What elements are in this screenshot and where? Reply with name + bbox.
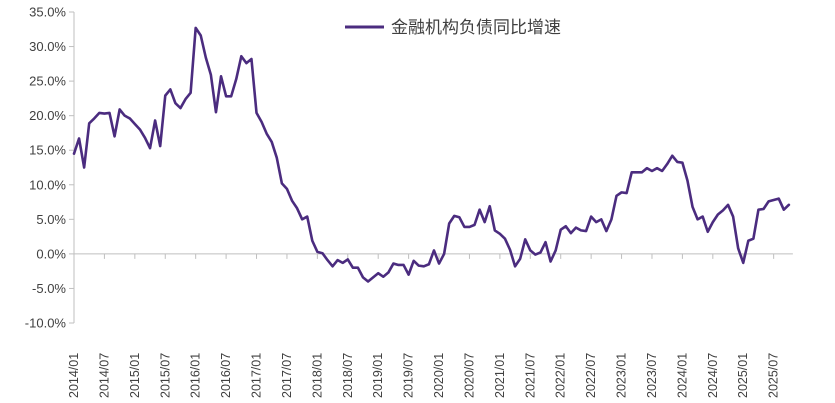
x-tick-label: 2019/01 (371, 353, 385, 398)
x-tick-label: 2017/01 (250, 353, 264, 398)
y-tick-label: -5.0% (32, 281, 66, 296)
x-tick-label: 2018/07 (341, 353, 355, 398)
x-tick-label: 2016/07 (219, 353, 233, 398)
x-tick-label: 2022/01 (554, 353, 568, 398)
x-tick-label: 2015/01 (128, 353, 142, 398)
y-tick-label: 15.0% (29, 143, 66, 158)
series-line (72, 26, 791, 283)
x-tick-label: 2021/01 (493, 353, 507, 398)
x-tick-label: 2022/07 (584, 353, 598, 398)
x-tick-label: 2015/07 (158, 353, 172, 398)
y-tick-label: 20.0% (29, 108, 66, 123)
x-tick-label: 2024/01 (675, 353, 689, 398)
x-tick-label: 2023/01 (615, 353, 629, 398)
series-layer (72, 26, 791, 283)
x-tick-label: 2016/01 (189, 353, 203, 398)
y-tick-label: 10.0% (29, 177, 66, 192)
y-tick-label: -10.0% (25, 316, 67, 331)
x-tick-label: 2023/07 (645, 353, 659, 398)
x-tick-label: 2020/01 (432, 353, 446, 398)
x-tick-label: 2025/01 (736, 353, 750, 398)
y-tick-label: 30.0% (29, 39, 66, 54)
legend: 金融机构负债同比增速 (345, 18, 561, 37)
x-tick-label: 2024/07 (706, 353, 720, 398)
x-tick-label: 2025/07 (767, 353, 781, 398)
x-tick-label: 2019/07 (402, 353, 416, 398)
x-axis: 2014/01 2014/07 2015/01 2015/07 2016/01 2016/… (67, 253, 793, 398)
y-tick-label: 0.0% (36, 246, 66, 261)
x-tick-label: 2021/07 (523, 353, 537, 398)
legend-label: 金融机构负债同比增速 (391, 18, 561, 37)
y-tick-label: 5.0% (36, 212, 66, 227)
y-axis: -10.0% -5.0% 0.0% 5.0% 10.0% 15.0% 20.0% 25.0% 3… (25, 5, 75, 331)
x-tick-label: 2018/01 (310, 353, 324, 398)
x-tick-label: 2014/01 (67, 353, 81, 398)
x-tick-label: 2014/07 (97, 353, 111, 398)
x-tick-label: 2017/07 (280, 353, 294, 398)
x-tick-label: 2020/07 (462, 353, 476, 398)
y-tick-label: 35.0% (29, 5, 66, 20)
y-tick-label: 25.0% (29, 74, 66, 89)
